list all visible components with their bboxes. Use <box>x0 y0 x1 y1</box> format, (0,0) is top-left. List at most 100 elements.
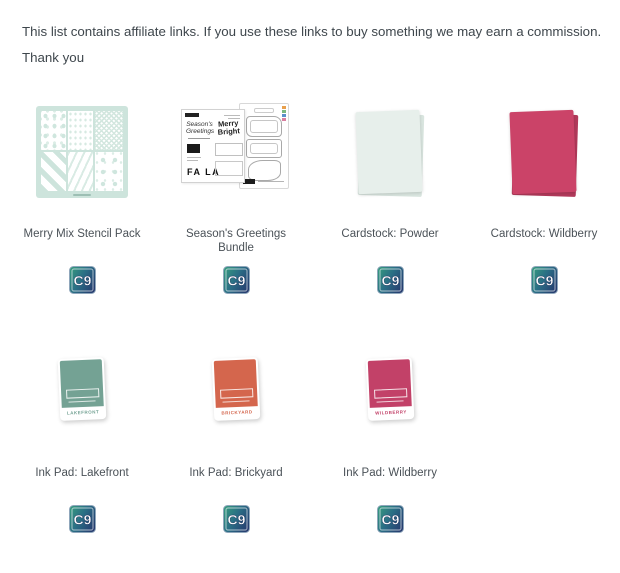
product-title: Ink Pad: Brickyard <box>189 467 283 479</box>
product-card-ink-pad-wildberry: WILDBERRY Ink Pad: Wildberry C9 <box>313 340 467 533</box>
c9-badge-icon: C9 <box>376 266 404 294</box>
stencil-panel-damask <box>94 111 123 150</box>
ink-pad-color-label: BRICKYARD <box>221 409 253 416</box>
product-title: Cardstock: Powder <box>341 228 439 240</box>
hang-slot <box>254 108 274 113</box>
disclosure-line1: This list contains affiliate links. If y… <box>22 24 602 40</box>
concord-9th-store-link[interactable]: C9 <box>68 266 96 294</box>
ink-pad-color-area <box>59 359 104 408</box>
product-card-ink-pad-brickyard: BRICKYARD Ink Pad: Brickyard C9 <box>159 340 313 533</box>
stamp-text-merry-bright: Merry Bright <box>215 118 243 137</box>
concord-9th-store-link[interactable]: C9 <box>530 266 558 294</box>
ink-pad-color-area <box>213 359 258 408</box>
product-card-merry-mix-stencil: Merry Mix Stencil Pack C9 <box>5 95 159 294</box>
product-image-box: BRICKYARD <box>159 340 313 466</box>
package-footer-line <box>258 181 284 182</box>
stamp-header-line <box>224 115 240 116</box>
product-title: Merry Mix Stencil Pack <box>23 228 141 240</box>
die-shape-inner <box>250 143 278 154</box>
color-stripes <box>282 106 286 122</box>
stamp-small-line <box>187 157 201 158</box>
c9-badge-text: C9 <box>73 512 91 528</box>
stencil-panel-stripes <box>41 152 66 191</box>
c9-badge-icon: C9 <box>68 266 96 294</box>
product-image-box: LAKEFRONT <box>5 340 159 466</box>
product-image-box: WILDBERRY <box>313 340 467 466</box>
stencil-panel-dots <box>67 111 93 150</box>
stamp-text-line: Greetings <box>186 128 215 135</box>
product-image-box <box>5 95 159 227</box>
product-title: Season's Greetings Bundle <box>185 228 286 254</box>
disclosure-line2: Thank you <box>22 50 85 66</box>
stripe-orange <box>282 106 286 109</box>
c9-badge-text: C9 <box>535 273 553 289</box>
ink-pad-brand-box <box>66 388 100 399</box>
stencil-panel-snowflakes <box>94 152 123 191</box>
ink-pad-color-label: WILDBERRY <box>375 409 407 416</box>
product-image-box <box>313 95 467 227</box>
cardstock-sheet-front <box>355 109 423 195</box>
c9-badge-text: C9 <box>227 273 245 289</box>
stamp-header-line <box>228 118 240 119</box>
cardstock-sheet-front <box>509 109 577 195</box>
stamp-small-line <box>187 160 198 161</box>
c9-badge-icon: C9 <box>68 505 96 533</box>
stencil-brandmark <box>73 194 91 196</box>
product-image-merry-mix-stencil[interactable] <box>36 106 128 198</box>
stamp-set-card: Season's Greetings Merry Bright FA LA <box>181 109 245 183</box>
product-card-cardstock-wildberry: Cardstock: Wildberry C9 <box>467 95 620 294</box>
stamp-reversed-block <box>187 144 200 153</box>
c9-badge-icon: C9 <box>222 266 250 294</box>
product-card-cardstock-powder: Cardstock: Powder C9 <box>313 95 467 294</box>
product-image-box: Season's Greetings Merry Bright FA LA <box>159 95 313 227</box>
stamp-text-seasons-greetings: Season's Greetings <box>186 121 215 135</box>
package-brand-bar <box>243 179 255 184</box>
stripe-green <box>282 110 286 113</box>
ink-pad-color-area <box>367 359 412 408</box>
stamp-boxed-sentiment <box>215 143 243 156</box>
stamp-text-line: Bright <box>217 125 241 137</box>
ink-pad-brand-box <box>220 388 254 399</box>
c9-badge-text: C9 <box>73 273 91 289</box>
stamp-boxed-sentiment <box>215 161 243 176</box>
product-image-cardstock-powder[interactable] <box>355 109 425 197</box>
die-shape <box>246 139 282 158</box>
concord-9th-store-link[interactable]: C9 <box>68 505 96 533</box>
stencil-panel-holly <box>41 111 66 150</box>
die-shape <box>248 160 281 181</box>
product-image-ink-pad-wildberry[interactable]: WILDBERRY <box>365 357 415 421</box>
product-title: Ink Pad: Lakefront <box>35 467 129 479</box>
ink-pad-brand-box <box>374 388 408 399</box>
c9-badge-icon: C9 <box>376 505 404 533</box>
c9-badge-text: C9 <box>381 273 399 289</box>
product-image-ink-pad-lakefront[interactable]: LAKEFRONT <box>57 357 107 421</box>
product-image-box <box>467 95 620 227</box>
product-card-seasons-greetings-bundle: Season's Greetings Merry Bright FA LA Seas… <box>159 95 313 294</box>
stamp-flourish <box>188 138 210 139</box>
product-title: Ink Pad: Wildberry <box>343 467 437 479</box>
die-shape <box>246 116 282 137</box>
ink-pad-brand-line <box>376 399 404 403</box>
stamp-text-fala: FA LA <box>187 167 221 177</box>
product-image-cardstock-wildberry[interactable] <box>509 109 579 197</box>
ink-pad-color-label: LAKEFRONT <box>66 409 100 416</box>
concord-9th-store-link[interactable]: C9 <box>222 266 250 294</box>
product-title: Cardstock: Wildberry <box>490 228 598 240</box>
affiliate-disclosure: This list contains affiliate links. If y… <box>22 19 602 71</box>
stripe-pink <box>282 118 286 121</box>
concord-9th-store-link[interactable]: C9 <box>222 505 250 533</box>
stripe-blue <box>282 114 286 117</box>
stencil-panel-chevron <box>67 152 93 191</box>
c9-badge-text: C9 <box>227 512 245 528</box>
c9-badge-icon: C9 <box>222 505 250 533</box>
ink-pad-brand-line <box>68 399 96 403</box>
concord-9th-store-link[interactable]: C9 <box>376 505 404 533</box>
product-card-ink-pad-lakefront: LAKEFRONT Ink Pad: Lakefront C9 <box>5 340 159 533</box>
c9-badge-icon: C9 <box>530 266 558 294</box>
product-image-seasons-greetings-bundle[interactable]: Season's Greetings Merry Bright FA LA <box>181 103 291 191</box>
product-image-ink-pad-brickyard[interactable]: BRICKYARD <box>211 357 261 421</box>
die-set-package <box>239 103 289 189</box>
concord-9th-store-link[interactable]: C9 <box>376 266 404 294</box>
stamp-text-line: Season's <box>186 121 213 128</box>
